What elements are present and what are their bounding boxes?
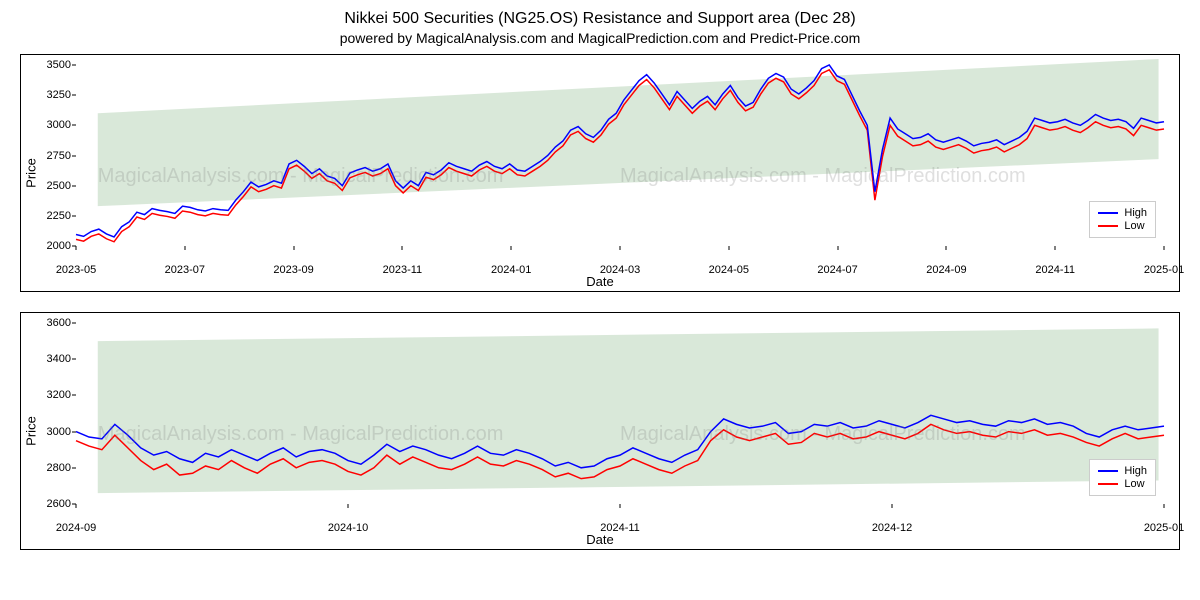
- plot-area-top: MagicalAnalysis.com - MagicalPrediction.…: [76, 65, 1164, 246]
- x-tick-label: 2024-11: [1035, 264, 1075, 276]
- y-tick-label: 3500: [26, 59, 71, 71]
- x-tick-label: 2024-09: [926, 264, 966, 276]
- legend: High Low: [1089, 201, 1156, 238]
- chart-top: Price Date MagicalAnalysis.com - Magical…: [20, 54, 1180, 292]
- legend-label: High: [1124, 465, 1147, 477]
- y-tick-label: 3250: [26, 89, 71, 101]
- y-tick-label: 2600: [26, 498, 71, 510]
- legend-item-low: Low: [1098, 478, 1147, 490]
- x-tick-label: 2025-01: [1144, 264, 1184, 276]
- legend-label: High: [1124, 207, 1147, 219]
- x-tick-label: 2024-10: [328, 522, 368, 534]
- legend: High Low: [1089, 459, 1156, 496]
- legend-item-low: Low: [1098, 220, 1147, 232]
- x-tick-label: 2024-09: [56, 522, 96, 534]
- y-tick-label: 3000: [26, 426, 71, 438]
- x-tick-label: 2023-09: [273, 264, 313, 276]
- plot-area-bottom: MagicalAnalysis.com - MagicalPrediction.…: [76, 323, 1164, 504]
- y-tick-label: 3600: [26, 317, 71, 329]
- chart-subtitle: powered by MagicalAnalysis.com and Magic…: [20, 30, 1180, 46]
- y-tick-label: 2500: [26, 180, 71, 192]
- legend-line-high: [1098, 470, 1118, 472]
- y-tick-label: 2000: [26, 240, 71, 252]
- x-tick-label: 2024-12: [872, 522, 912, 534]
- x-tick-label: 2023-11: [383, 264, 423, 276]
- legend-line-low: [1098, 483, 1118, 485]
- chart-bottom: Price Date MagicalAnalysis.com - Magical…: [20, 312, 1180, 550]
- chart-svg-bottom: [76, 323, 1164, 504]
- legend-label: Low: [1124, 478, 1144, 490]
- legend-line-high: [1098, 212, 1118, 214]
- y-tick-label: 2750: [26, 150, 71, 162]
- x-tick-label: 2024-05: [709, 264, 749, 276]
- x-tick-label: 2024-01: [491, 264, 531, 276]
- legend-label: Low: [1124, 220, 1144, 232]
- y-tick-label: 3400: [26, 353, 71, 365]
- chart-title: Nikkei 500 Securities (NG25.OS) Resistan…: [20, 10, 1180, 28]
- legend-item-high: High: [1098, 465, 1147, 477]
- y-tick-label: 2800: [26, 462, 71, 474]
- legend-line-low: [1098, 225, 1118, 227]
- y-tick-label: 2250: [26, 210, 71, 222]
- chart-svg-top: [76, 65, 1164, 246]
- legend-item-high: High: [1098, 207, 1147, 219]
- x-tick-label: 2023-05: [56, 264, 96, 276]
- y-tick-label: 3000: [26, 119, 71, 131]
- x-tick-label: 2024-07: [817, 264, 857, 276]
- x-tick-label: 2024-11: [600, 522, 640, 534]
- x-tick-label: 2023-07: [165, 264, 205, 276]
- y-tick-label: 3200: [26, 389, 71, 401]
- x-tick-label: 2025-01: [1144, 522, 1184, 534]
- x-tick-label: 2024-03: [600, 264, 640, 276]
- x-axis-label: Date: [586, 274, 613, 289]
- x-axis-label: Date: [586, 532, 613, 547]
